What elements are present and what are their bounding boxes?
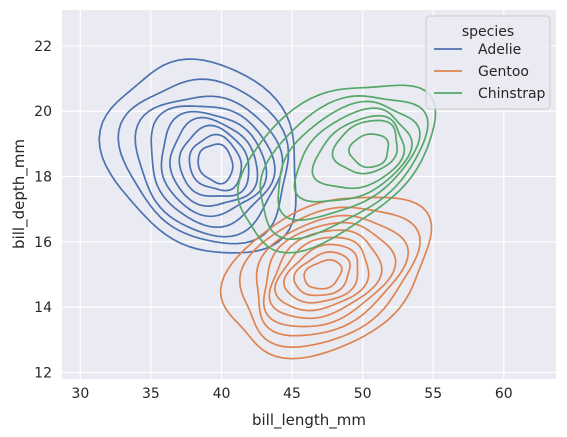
legend: species Adelie Gentoo Chinstrap — [425, 15, 551, 110]
contour-line — [255, 214, 410, 337]
x-tick-labels: 30 35 40 45 50 55 60 — [71, 386, 512, 402]
y-tick-label: 12 — [34, 365, 52, 381]
contour-layer — [98, 58, 437, 360]
x-tick-label: 35 — [142, 386, 160, 402]
legend-title: species — [462, 24, 514, 40]
x-tick-label: 45 — [283, 386, 301, 402]
x-tick-label: 50 — [354, 386, 372, 402]
contour-line — [331, 119, 399, 175]
contour-line — [268, 229, 383, 320]
contour-line — [283, 243, 359, 304]
contour-line — [236, 84, 437, 254]
legend-label-adelie: Adelie — [478, 42, 521, 58]
contour-line — [160, 110, 268, 218]
contour-line — [303, 258, 343, 290]
legend-box — [425, 15, 551, 110]
contour-line — [293, 251, 351, 297]
y-tick-label: 20 — [34, 104, 52, 120]
x-tick-label: 60 — [495, 386, 513, 402]
contour-line — [238, 206, 421, 348]
x-tick-label: 55 — [424, 386, 442, 402]
contour-line — [311, 114, 406, 190]
y-tick-label: 16 — [34, 235, 52, 251]
x-tick-label: 40 — [213, 386, 231, 402]
contour-series-adelie — [98, 58, 297, 254]
contour-line — [178, 124, 250, 197]
legend-items: Adelie Gentoo Chinstrap — [434, 42, 546, 102]
contour-line — [197, 143, 234, 185]
y-tick-label: 14 — [34, 300, 52, 316]
legend-label-chinstrap: Chinstrap — [478, 86, 546, 102]
contour-line — [150, 105, 276, 229]
contour-line — [169, 116, 259, 207]
legend-label-gentoo: Gentoo — [478, 64, 529, 80]
contour-line — [188, 133, 243, 192]
x-tick-label: 30 — [71, 386, 89, 402]
contour-series-chinstrap — [236, 84, 437, 254]
contour-line — [262, 221, 397, 328]
y-tick-labels: 12 14 16 18 20 22 — [34, 39, 52, 382]
contour-line — [293, 107, 413, 203]
x-axis-label: bill_length_mm — [252, 411, 366, 430]
contour-line — [277, 100, 421, 221]
contour-line — [274, 236, 370, 312]
y-axis-label: bill_depth_mm — [10, 139, 29, 249]
y-tick-label: 18 — [34, 170, 52, 186]
contour-line — [348, 133, 390, 169]
y-tick-label: 22 — [34, 39, 52, 55]
contour-line — [259, 95, 429, 241]
contour-line — [134, 95, 284, 238]
contour-line — [117, 78, 290, 245]
